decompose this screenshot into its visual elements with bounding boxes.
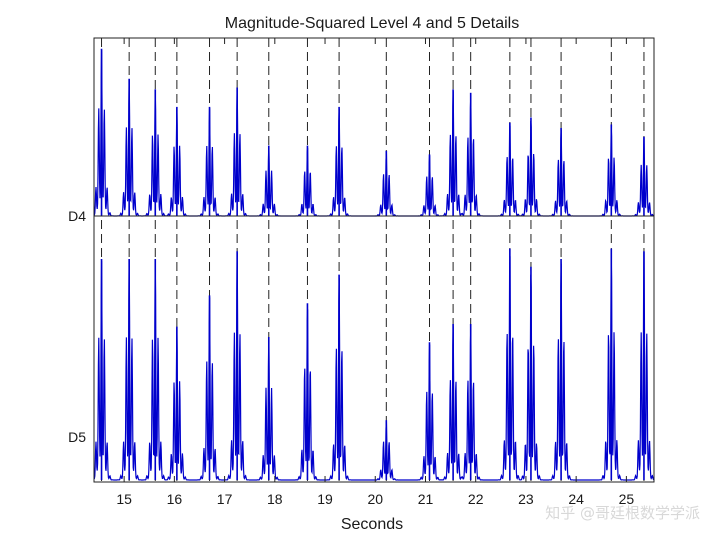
x-tick-label: 25 bbox=[619, 491, 635, 507]
x-axis-label: Seconds bbox=[341, 516, 403, 533]
plot-area bbox=[93, 38, 655, 482]
x-tick-label: 18 bbox=[267, 491, 283, 507]
watermark-text: 知乎 @哥廷根数学学派 bbox=[545, 504, 700, 522]
x-tick-label: 22 bbox=[468, 491, 484, 507]
x-tick-label: 21 bbox=[418, 491, 434, 507]
panel-label-d4: D4 bbox=[68, 208, 86, 224]
x-tick-label: 16 bbox=[167, 491, 183, 507]
x-tick-label: 15 bbox=[116, 491, 132, 507]
x-axis: 15 16 17 18 19 20 21 22 23 24 25 bbox=[116, 38, 634, 507]
chart-title: Magnitude-Squared Level 4 and 5 Details bbox=[225, 15, 519, 32]
x-tick-label: 23 bbox=[518, 491, 534, 507]
series-line-d4 bbox=[93, 49, 655, 217]
x-tick-label: 24 bbox=[568, 491, 584, 507]
panel-label-d5: D5 bbox=[68, 429, 86, 445]
series-line-d5 bbox=[93, 251, 655, 481]
x-tick-label: 17 bbox=[217, 491, 233, 507]
axes-frame bbox=[93, 37, 655, 483]
x-tick-label: 19 bbox=[317, 491, 333, 507]
x-tick-label: 20 bbox=[367, 491, 383, 507]
